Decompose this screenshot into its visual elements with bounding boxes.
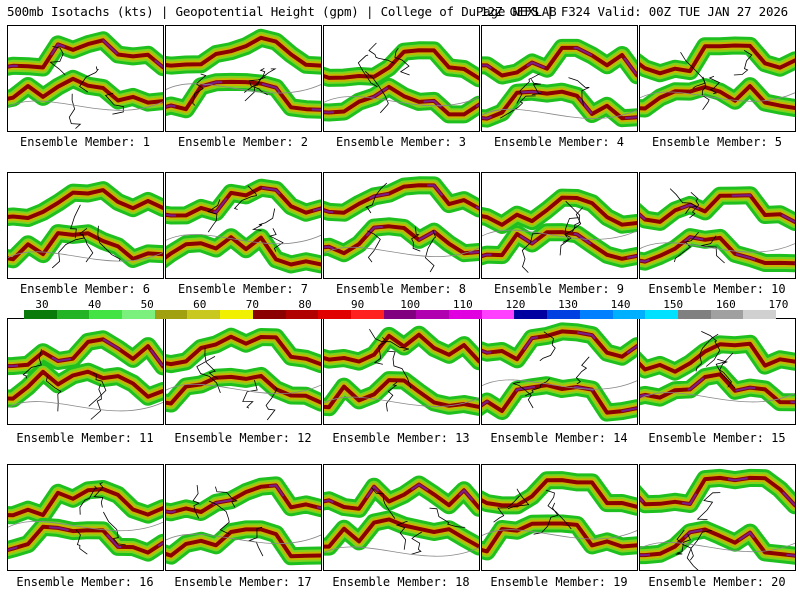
colorbar-swatch	[252, 310, 287, 319]
run-info: 12Z GEFS | F324 Valid: 00Z TUE JAN 27 20…	[480, 4, 788, 19]
colorbar-swatch	[89, 310, 123, 319]
member-13-map	[323, 318, 480, 425]
member-18-label: Ensemble Member: 18	[332, 575, 470, 589]
map-title: 500mb Isotachs (kts) | Geopotential Heig…	[7, 4, 557, 19]
member-1-map	[7, 25, 164, 132]
colorbar-swatch	[514, 310, 548, 319]
colorbar-swatch	[285, 310, 319, 319]
member-18-map	[323, 464, 480, 571]
member-20-map	[639, 464, 796, 571]
colorbar-swatch	[645, 310, 679, 319]
colorbar-swatch	[220, 310, 254, 319]
member-5-map	[639, 25, 796, 132]
colorbar-tick-label: 170	[768, 298, 789, 311]
member-9-label: Ensemble Member: 9	[493, 282, 625, 296]
colorbar-swatch	[547, 310, 581, 319]
colorbar-tick-label: 40	[87, 298, 102, 311]
map-header: 500mb Isotachs (kts) | Geopotential Heig…	[0, 0, 800, 22]
member-19-map	[481, 464, 638, 571]
colorbar-tick-label: 160	[715, 298, 736, 311]
colorbar-tick-label: 80	[298, 298, 312, 311]
colorbar-swatch	[481, 310, 515, 319]
member-17-label: Ensemble Member: 17	[174, 575, 312, 589]
member-13-label: Ensemble Member: 13	[332, 431, 470, 445]
colorbar-swatch	[383, 310, 417, 319]
member-9-map	[481, 172, 638, 279]
member-11-map	[7, 318, 164, 425]
colorbar-tick-label: 30	[35, 298, 49, 311]
member-11-label: Ensemble Member: 11	[16, 431, 154, 445]
colorbar-swatch	[416, 310, 450, 319]
member-6-label: Ensemble Member: 6	[19, 282, 151, 296]
member-2-label: Ensemble Member: 2	[177, 135, 309, 149]
colorbar-swatches	[24, 310, 777, 319]
member-8-label: Ensemble Member: 8	[335, 282, 467, 296]
colorbar-tick-label: 140	[610, 298, 631, 311]
colorbar-swatch	[318, 310, 352, 319]
colorbar-swatch	[710, 310, 744, 319]
member-10-map	[639, 172, 796, 279]
colorbar-swatch	[579, 310, 613, 319]
member-15-label: Ensemble Member: 15	[648, 431, 786, 445]
colorbar-swatch	[154, 310, 188, 319]
colorbar-swatch	[56, 310, 90, 319]
member-14-label: Ensemble Member: 14	[490, 431, 628, 445]
isotach-colorbar: 30 40 50 60 70 80 90 100 110 120 130 140 150 160 170	[0, 298, 800, 320]
member-10-label: Ensemble Member: 10	[648, 282, 786, 296]
colorbar-tick-label: 120	[505, 298, 526, 311]
member-5-label: Ensemble Member: 5	[651, 135, 783, 149]
member-16-map	[7, 464, 164, 571]
member-12-map	[165, 318, 322, 425]
member-7-map	[165, 172, 322, 279]
member-3-label: Ensemble Member: 3	[335, 135, 467, 149]
member-16-label: Ensemble Member: 16	[16, 575, 154, 589]
member-20-label: Ensemble Member: 20	[648, 575, 786, 589]
member-19-label: Ensemble Member: 19	[490, 575, 628, 589]
colorbar-tick-label: 150	[663, 298, 684, 311]
colorbar-swatch	[612, 310, 646, 319]
member-3-map	[323, 25, 480, 132]
colorbar-tick-label: 100	[400, 298, 421, 311]
colorbar-swatch	[122, 310, 156, 319]
colorbar-tick-label: 130	[558, 298, 578, 311]
colorbar-swatch	[449, 310, 483, 319]
member-4-label: Ensemble Member: 4	[493, 135, 625, 149]
colorbar-tick-label: 60	[193, 298, 207, 311]
member-17-map	[165, 464, 322, 571]
member-8-map	[323, 172, 480, 279]
colorbar-tick-label: 70	[245, 298, 260, 311]
member-12-label: Ensemble Member: 12	[174, 431, 312, 445]
member-14-map	[481, 318, 638, 425]
member-2-map	[165, 25, 322, 132]
colorbar-tick-label: 110	[452, 298, 473, 311]
member-15-map	[639, 318, 796, 425]
colorbar-swatch	[743, 310, 777, 319]
colorbar-tick-label: 50	[140, 298, 154, 311]
colorbar-swatch	[677, 310, 712, 319]
member-7-label: Ensemble Member: 7	[177, 282, 309, 296]
colorbar-swatch	[350, 310, 385, 319]
member-6-map	[7, 172, 164, 279]
member-1-label: Ensemble Member: 1	[19, 135, 151, 149]
colorbar-swatch	[24, 310, 58, 319]
member-4-map	[481, 25, 638, 132]
colorbar-swatch	[187, 310, 221, 319]
colorbar-tick-label: 90	[350, 298, 365, 311]
